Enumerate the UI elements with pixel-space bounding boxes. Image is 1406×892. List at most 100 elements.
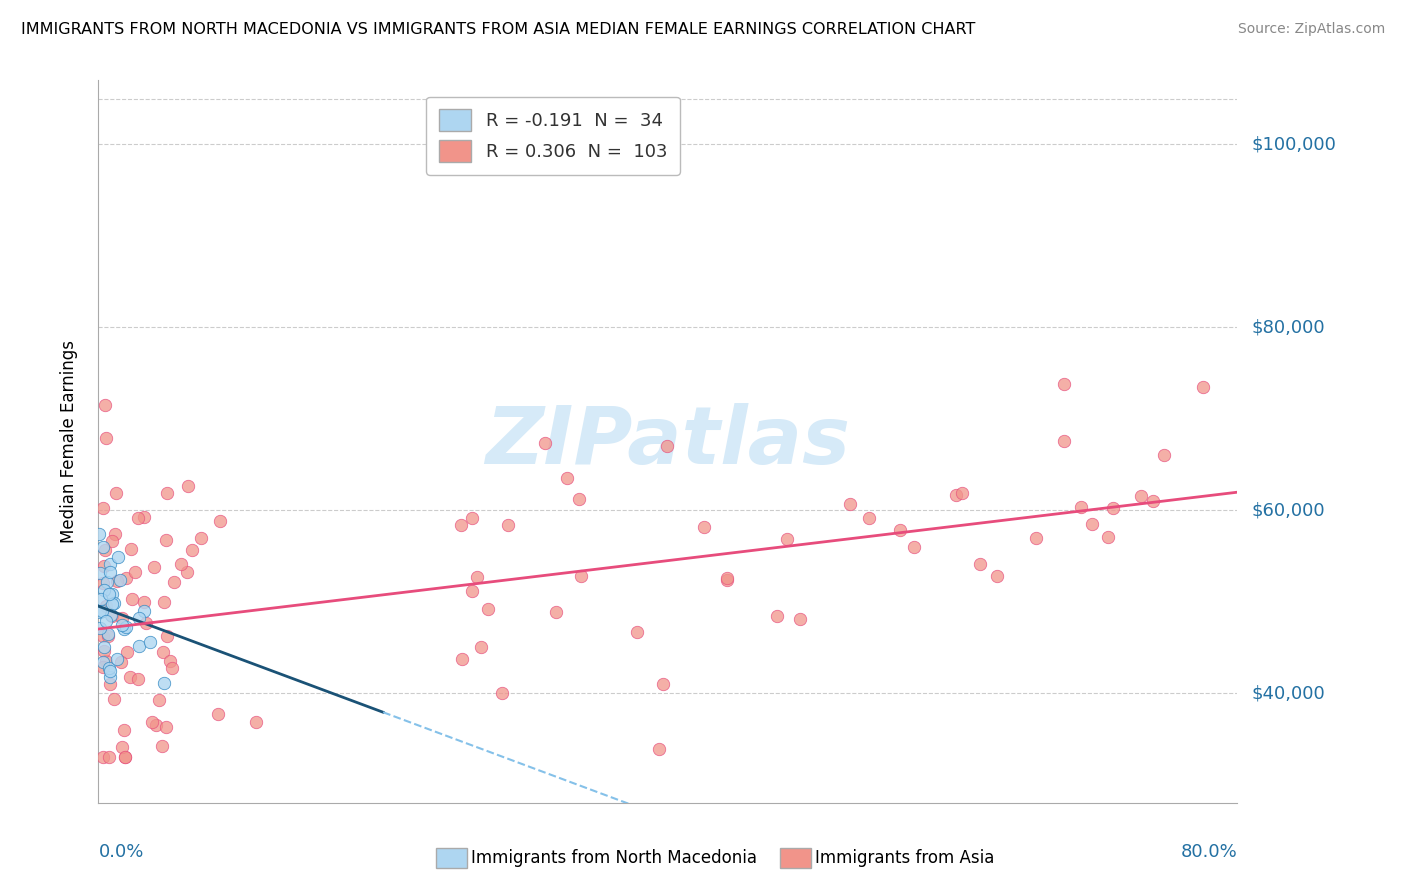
Point	[134, 510, 156, 524]
Point	[98, 557, 121, 571]
Point	[1097, 530, 1119, 544]
Point	[98, 677, 121, 691]
Point	[103, 596, 125, 610]
Point	[120, 541, 142, 556]
Point	[451, 652, 474, 666]
Point	[93, 558, 115, 573]
Point	[150, 739, 173, 753]
Point	[134, 595, 156, 609]
Point	[986, 569, 1008, 583]
Point	[176, 566, 198, 580]
Point	[858, 511, 880, 525]
Point	[101, 609, 124, 624]
Point	[945, 487, 967, 501]
Point	[159, 654, 181, 668]
Point	[716, 570, 738, 584]
Point	[111, 611, 134, 625]
Point	[96, 431, 118, 445]
Point	[91, 629, 114, 643]
Point	[160, 661, 183, 675]
Point	[91, 575, 114, 590]
Point	[91, 656, 114, 670]
Point	[148, 693, 170, 707]
Point	[97, 661, 120, 675]
Point	[155, 629, 177, 643]
Point	[100, 608, 122, 623]
Point	[105, 652, 128, 666]
Point	[97, 626, 120, 640]
Point	[569, 569, 592, 583]
Point	[180, 543, 202, 558]
Point	[103, 692, 125, 706]
Point	[93, 583, 115, 598]
Legend: R = -0.191  N =  34, R = 0.306  N =  103: R = -0.191 N = 34, R = 0.306 N = 103	[426, 96, 681, 175]
Point	[496, 518, 519, 533]
Point	[89, 621, 111, 635]
Point	[544, 606, 567, 620]
Y-axis label: Median Female Earnings: Median Female Earnings	[59, 340, 77, 543]
Point	[89, 527, 111, 541]
Point	[461, 511, 484, 525]
Point	[115, 571, 138, 585]
Point	[91, 540, 114, 554]
Point	[98, 587, 121, 601]
Point	[789, 611, 811, 625]
Point	[152, 645, 174, 659]
Point	[652, 677, 675, 691]
Point	[477, 602, 499, 616]
Point	[208, 514, 231, 528]
Point	[101, 534, 124, 549]
Point	[190, 532, 212, 546]
Point	[145, 718, 167, 732]
Point	[470, 640, 492, 654]
Point	[1142, 493, 1164, 508]
Point	[91, 660, 114, 674]
Point	[105, 485, 128, 500]
Point	[112, 723, 135, 737]
Point	[101, 597, 124, 611]
Point	[114, 750, 136, 764]
Point	[555, 470, 578, 484]
Point	[111, 618, 134, 632]
Point	[152, 594, 174, 608]
Point	[98, 566, 121, 580]
Point	[765, 609, 787, 624]
Point	[115, 645, 138, 659]
Point	[105, 574, 128, 588]
Point	[141, 714, 163, 729]
Point	[93, 644, 115, 658]
Point	[1101, 501, 1123, 516]
Point	[104, 526, 127, 541]
Text: Source: ZipAtlas.com: Source: ZipAtlas.com	[1237, 22, 1385, 37]
Point	[96, 575, 118, 590]
Point	[207, 707, 229, 722]
Point	[90, 592, 112, 607]
Point	[89, 566, 111, 580]
Point	[94, 543, 117, 558]
Point	[1130, 489, 1153, 503]
Text: $60,000: $60,000	[1251, 501, 1324, 519]
Point	[114, 750, 136, 764]
Point	[450, 518, 472, 533]
Point	[91, 604, 114, 618]
Text: Immigrants from North Macedonia: Immigrants from North Macedonia	[471, 849, 756, 867]
Point	[93, 398, 115, 412]
Point	[950, 486, 973, 500]
Point	[127, 511, 149, 525]
Point	[118, 670, 141, 684]
Point	[1070, 500, 1092, 514]
Point	[112, 622, 135, 636]
Point	[98, 670, 121, 684]
Point	[127, 672, 149, 686]
Point	[124, 565, 146, 579]
Point	[110, 656, 132, 670]
Text: $80,000: $80,000	[1251, 318, 1324, 336]
Point	[94, 654, 117, 668]
Text: IMMIGRANTS FROM NORTH MACEDONIA VS IMMIGRANTS FROM ASIA MEDIAN FEMALE EARNINGS C: IMMIGRANTS FROM NORTH MACEDONIA VS IMMIG…	[21, 22, 976, 37]
Text: 80.0%: 80.0%	[1181, 843, 1237, 861]
Point	[1081, 517, 1104, 532]
Point	[96, 614, 118, 628]
Point	[143, 560, 166, 574]
Point	[115, 620, 138, 634]
Point	[128, 611, 150, 625]
